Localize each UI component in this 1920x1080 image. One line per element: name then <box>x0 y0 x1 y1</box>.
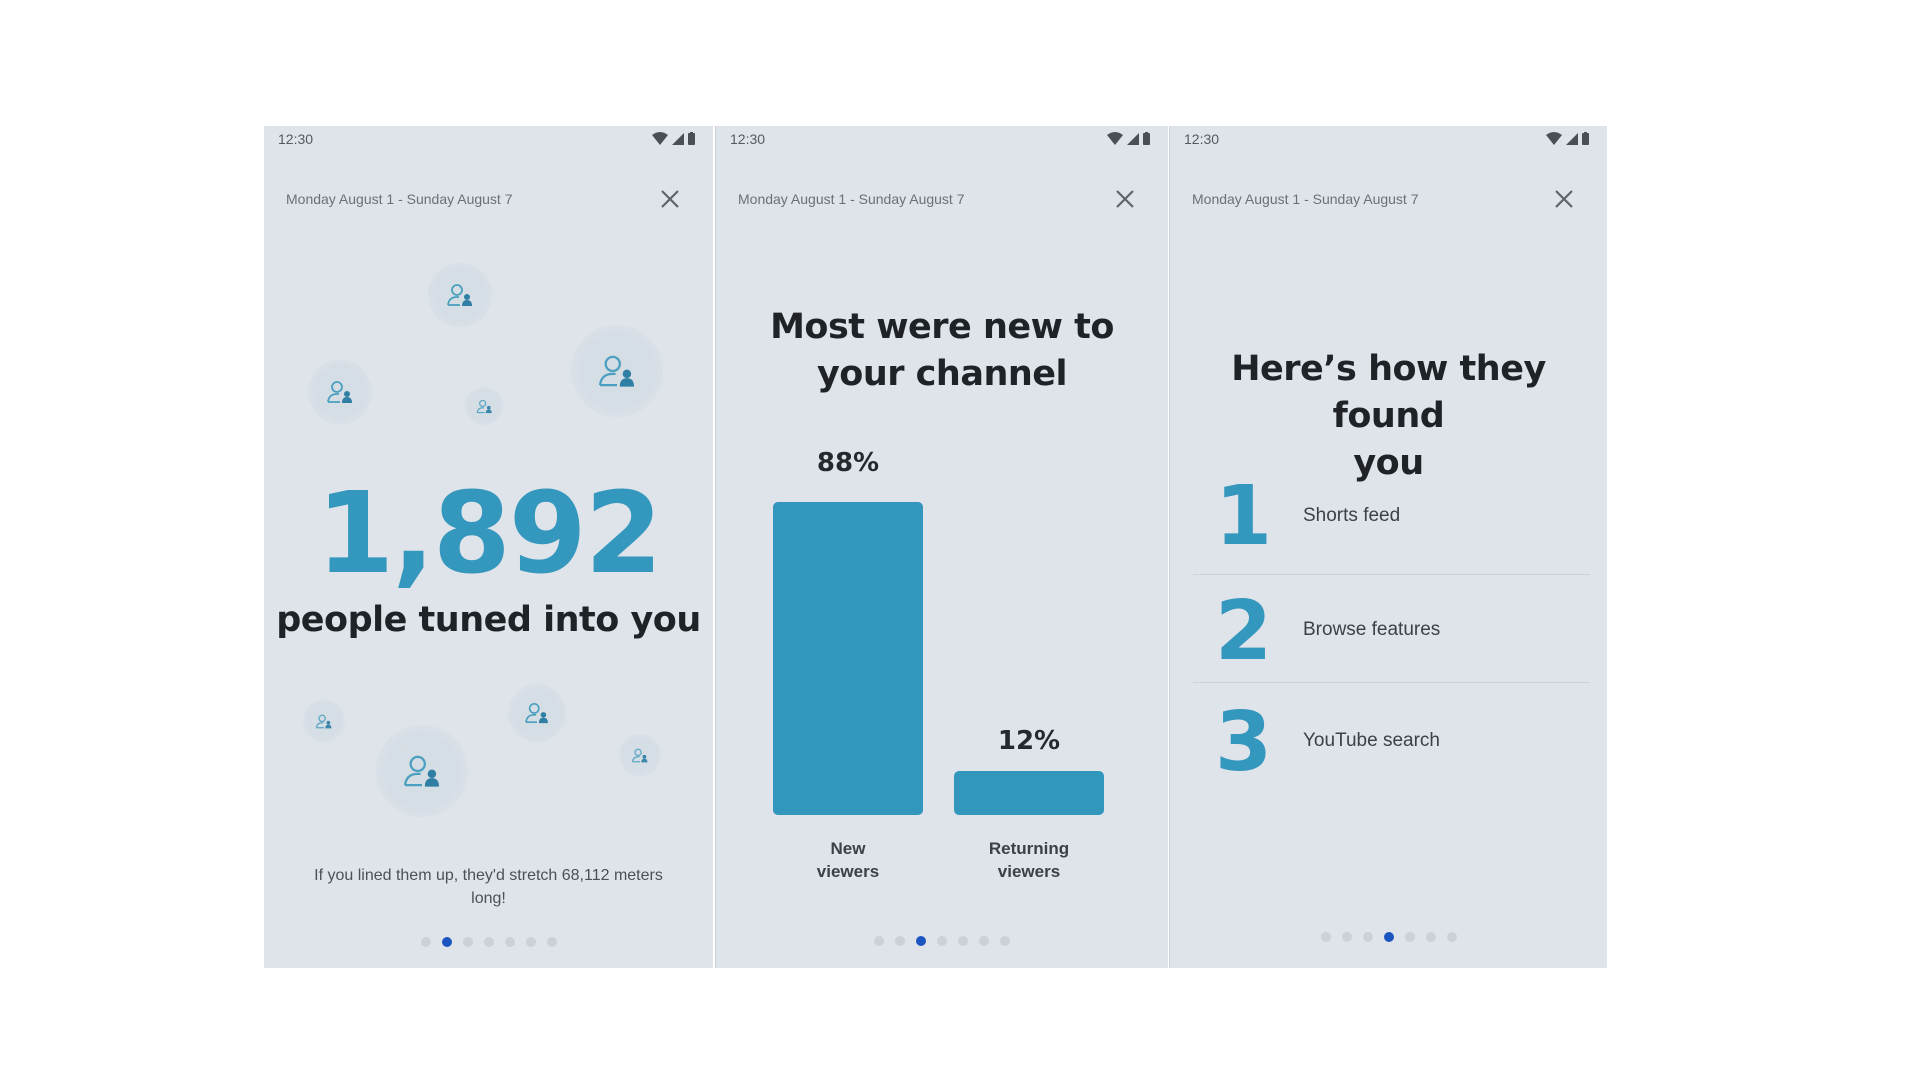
page-dot[interactable] <box>1341 932 1352 942</box>
bar-value-returning: 12% <box>997 726 1061 756</box>
page-indicator[interactable] <box>264 937 713 947</box>
source-row: 2 Browse features <box>1193 581 1590 691</box>
page-dot[interactable] <box>1446 932 1457 942</box>
battery-icon <box>1143 132 1150 145</box>
row-divider <box>1193 682 1590 683</box>
person-icon <box>327 381 352 403</box>
signal-icon <box>1566 132 1578 145</box>
bar-label-line: viewers <box>816 862 880 881</box>
summary-card-traffic-sources: 12:30 Monday August 1 - Sunday August 7 … <box>1169 126 1607 968</box>
page-dot[interactable] <box>958 936 968 946</box>
bar-returning-viewers <box>954 771 1104 815</box>
close-icon <box>1555 190 1573 208</box>
person-icon <box>476 399 492 413</box>
close-icon <box>661 190 679 208</box>
wifi-icon <box>1546 132 1562 145</box>
row-divider <box>1193 574 1590 575</box>
page-dot[interactable] <box>1425 932 1436 942</box>
source-label: Browse features <box>1303 619 1441 640</box>
page-dot[interactable] <box>462 937 473 947</box>
page-dot[interactable] <box>895 936 905 946</box>
bar-value-new: 88% <box>816 448 880 478</box>
viewer-bubble <box>303 700 345 742</box>
status-icons <box>1546 132 1589 145</box>
status-icons <box>1107 132 1150 145</box>
heading-line: your channel <box>816 354 1068 394</box>
page-dot-active[interactable] <box>1383 932 1394 942</box>
close-icon <box>1116 190 1134 208</box>
viewer-bubble <box>428 263 492 327</box>
page-dot[interactable] <box>937 936 947 946</box>
close-button[interactable] <box>1553 188 1575 210</box>
distance-footnote: If you lined them up, they'd stretch 68,… <box>314 867 663 907</box>
page-dot[interactable] <box>504 937 515 947</box>
page-dot[interactable] <box>874 936 884 946</box>
page-dot[interactable] <box>979 936 989 946</box>
person-icon <box>447 284 472 306</box>
viewer-bubble <box>308 360 372 424</box>
summary-card-new-vs-returning: 12:30 Monday August 1 - Sunday August 7 … <box>715 126 1168 968</box>
page-dot[interactable] <box>1362 932 1373 942</box>
page-indicator[interactable] <box>716 936 1168 946</box>
status-time: 12:30 <box>278 131 314 147</box>
source-row: 3 YouTube search <box>1193 692 1590 802</box>
close-button[interactable] <box>659 188 681 210</box>
battery-icon <box>688 132 695 145</box>
source-label: Shorts feed <box>1303 505 1401 526</box>
date-range: Monday August 1 - Sunday August 7 <box>286 191 513 207</box>
bar-label-new: New viewers <box>773 837 923 883</box>
signal-icon <box>672 132 684 145</box>
page-dot[interactable] <box>1320 932 1331 942</box>
person-icon <box>525 703 548 724</box>
viewer-bubble <box>508 684 566 742</box>
page-dot[interactable] <box>483 937 494 947</box>
person-icon <box>598 355 634 387</box>
page-dot[interactable] <box>1000 936 1010 946</box>
signal-icon <box>1127 132 1139 145</box>
viewer-count-caption: people tuned into you <box>276 600 701 640</box>
page-indicator[interactable] <box>1170 932 1607 942</box>
viewer-bubble <box>465 387 503 425</box>
wifi-icon <box>1107 132 1123 145</box>
page-dot-active[interactable] <box>916 936 926 946</box>
card-heading: Here’s how they found you <box>1170 346 1607 487</box>
page-dot[interactable] <box>525 937 536 947</box>
heading-line: Most were new to <box>770 307 1114 347</box>
viewer-bubble <box>571 325 663 417</box>
status-time: 12:30 <box>730 131 766 147</box>
bar-label-line: Returning <box>988 839 1070 858</box>
bar-label-line: viewers <box>997 862 1061 881</box>
bar-label-line: New <box>830 839 866 858</box>
bar-label-returning: Returning viewers <box>954 837 1104 883</box>
source-row: 1 Shorts feed <box>1193 466 1590 576</box>
page-dot-active[interactable] <box>441 937 452 947</box>
person-icon <box>315 714 332 728</box>
status-time: 12:30 <box>1184 131 1220 147</box>
bar-new-viewers <box>773 502 923 815</box>
viewer-bubble <box>619 734 661 776</box>
heading-line: Here’s how they found <box>1231 349 1546 436</box>
source-label: YouTube search <box>1303 730 1440 751</box>
date-range: Monday August 1 - Sunday August 7 <box>738 191 965 207</box>
source-rank: 2 <box>1215 584 1273 679</box>
date-range: Monday August 1 - Sunday August 7 <box>1192 191 1419 207</box>
page-dot[interactable] <box>1404 932 1415 942</box>
source-rank: 1 <box>1215 469 1273 564</box>
source-rank: 3 <box>1215 695 1273 790</box>
page-dot[interactable] <box>420 937 431 947</box>
card-heading: Most were new to your channel <box>716 304 1168 398</box>
viewer-bubble <box>376 725 468 817</box>
battery-icon <box>1582 132 1589 145</box>
heading-line: you <box>1353 443 1424 483</box>
summary-card-viewers: 12:30 Monday August 1 - Sunday August 7 … <box>264 126 713 968</box>
page-dot[interactable] <box>546 937 557 947</box>
viewer-count: 1,892 <box>316 469 662 599</box>
wifi-icon <box>652 132 668 145</box>
close-button[interactable] <box>1114 188 1136 210</box>
status-icons <box>652 132 695 145</box>
person-icon <box>631 748 648 762</box>
person-icon <box>403 755 439 787</box>
